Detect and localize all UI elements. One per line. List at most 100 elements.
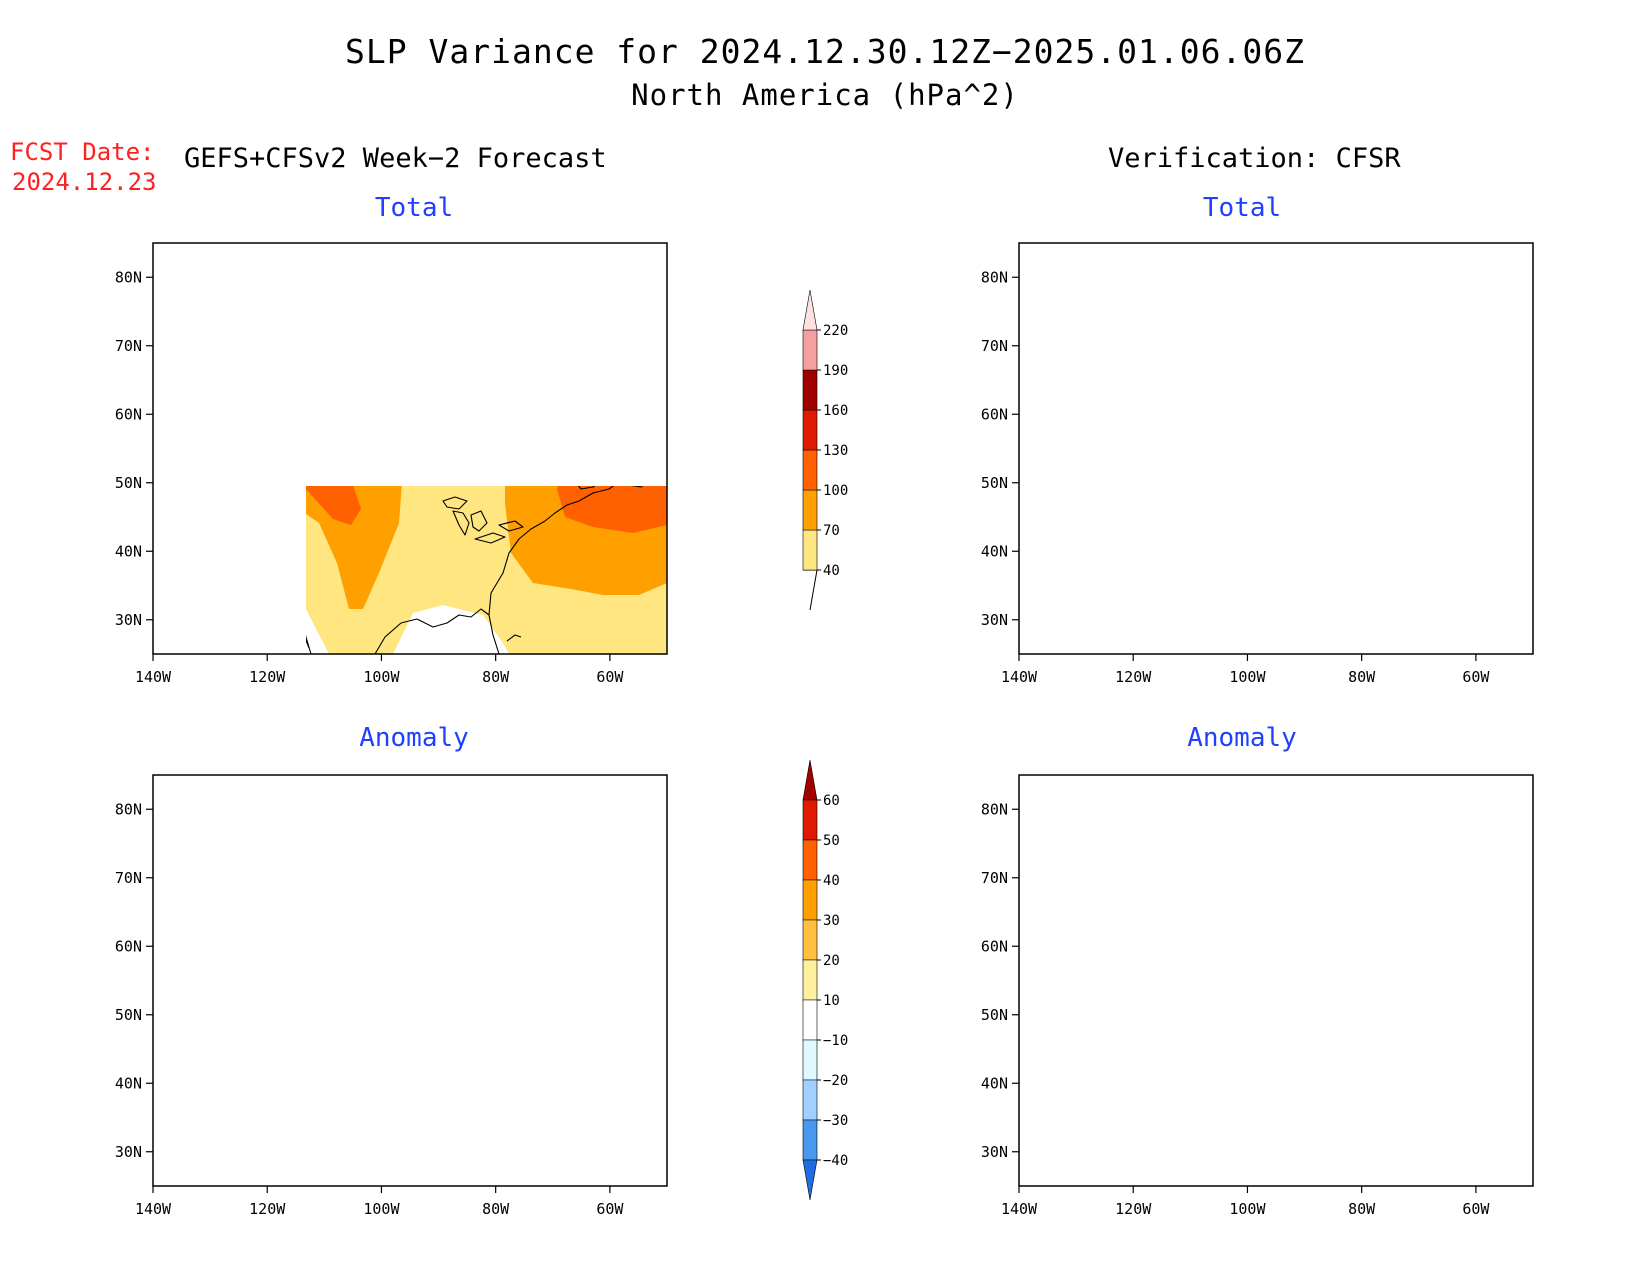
colorbar-label: −20 — [823, 1073, 848, 1089]
lon-tick-label: 60W — [1462, 668, 1490, 686]
lon-tick-label: 140W — [1001, 1200, 1038, 1218]
colorbar-label: −40 — [823, 1153, 848, 1169]
colorbar-label: 10 — [823, 993, 840, 1009]
lon-tick-label: 80W — [482, 1200, 510, 1218]
colorbar-swatch — [802, 999, 818, 1041]
verification-anomaly-map — [1019, 775, 1533, 1186]
fcst-date-label: FCST Date: — [10, 138, 155, 166]
lat-tick-label: 40N — [115, 1074, 142, 1092]
panel-title-forecast-anomaly: Anomaly — [359, 723, 469, 753]
colorbar-label: 60 — [823, 793, 840, 809]
lon-tick-label: 120W — [249, 1200, 286, 1218]
lat-tick-label: 30N — [115, 611, 142, 629]
forecast-total-frame — [152, 242, 668, 655]
lat-tick-label: 70N — [115, 869, 142, 887]
lon-tick-label: 80W — [1348, 668, 1376, 686]
lat-tick-label: 40N — [981, 1074, 1008, 1092]
lat-tick-label: 30N — [981, 611, 1008, 629]
forecast-anomaly-map — [153, 775, 667, 1186]
lon-tick-label: 120W — [1115, 1200, 1152, 1218]
verification-total-map — [1019, 243, 1533, 654]
colorbar-swatch — [802, 369, 818, 411]
colorbar-label: 30 — [823, 913, 840, 929]
forecast-total-map — [306, 486, 668, 655]
verification-total-frame — [1018, 242, 1534, 655]
colorbar-swatch — [802, 1079, 818, 1121]
colorbar-swatch — [802, 919, 818, 961]
lat-tick-label: 40N — [115, 542, 142, 560]
lon-tick-label: 80W — [482, 668, 510, 686]
lon-tick-label: 60W — [596, 668, 624, 686]
colorbar-swatch — [802, 329, 818, 371]
colorbar-anomaly: 60 50 40 30 20 10 −10 −20 −30 −40 — [802, 759, 848, 1201]
colorbar-label: −30 — [823, 1113, 848, 1129]
forecast-heading: GEFS+CFSv2 Week−2 Forecast — [184, 143, 607, 174]
colorbar-swatch — [802, 489, 818, 531]
colorbar-label: 40 — [823, 873, 840, 889]
lat-tick-label: 50N — [981, 474, 1008, 492]
verification-heading: Verification: CFSR — [1108, 143, 1401, 174]
colorbar-label: 50 — [823, 833, 840, 849]
lat-tick-label: 80N — [115, 800, 142, 818]
lon-tick-label: 140W — [1001, 668, 1038, 686]
colorbar-label: −10 — [823, 1033, 848, 1049]
colorbar-label: 190 — [823, 363, 848, 379]
colorbar-label: 20 — [823, 953, 840, 969]
main-title: SLP Variance for 2024.12.30.12Z−2025.01.… — [345, 32, 1305, 71]
verification-anomaly-frame — [1018, 774, 1534, 1187]
colorbar-swatch — [802, 1159, 818, 1201]
colorbar-swatch — [802, 289, 818, 331]
lat-tick-label: 70N — [981, 337, 1008, 355]
colorbar-swatch — [802, 1039, 818, 1081]
lon-tick-label: 60W — [1462, 1200, 1490, 1218]
colorbar-label: 220 — [823, 323, 848, 339]
lon-tick-label: 60W — [596, 1200, 624, 1218]
fcst-date-value: 2024.12.23 — [12, 168, 157, 196]
map-axes: 140W 120W 100W 80W 60W 80N 70N 60N 50N 40N 30N 140W… — [115, 268, 1490, 1218]
lat-tick-label: 80N — [981, 268, 1008, 286]
colorbar-swatch — [802, 759, 818, 801]
lat-tick-label: 80N — [981, 800, 1008, 818]
colorbar-label: 160 — [823, 403, 848, 419]
lon-tick-label: 80W — [1348, 1200, 1376, 1218]
colorbar-label: 70 — [823, 523, 840, 539]
lon-tick-label: 100W — [1229, 1200, 1266, 1218]
colorbar-swatch — [802, 959, 818, 1001]
colorbar-total: 40 70 100 130 160 190 220 — [802, 289, 848, 611]
panel-title-verification-anomaly: Anomaly — [1187, 723, 1297, 753]
colorbar-swatch — [802, 1119, 818, 1161]
colorbar-label: 40 — [823, 563, 840, 579]
lon-tick-label: 100W — [1229, 668, 1266, 686]
lat-tick-label: 30N — [115, 1143, 142, 1161]
lat-tick-label: 50N — [115, 474, 142, 492]
lon-tick-label: 120W — [1115, 668, 1152, 686]
colorbar-swatch — [802, 879, 818, 921]
lat-tick-label: 60N — [115, 405, 142, 423]
colorbar-label: 130 — [823, 443, 848, 459]
lat-tick-label: 40N — [981, 542, 1008, 560]
lat-tick-label: 50N — [981, 1006, 1008, 1024]
lat-tick-label: 50N — [115, 1006, 142, 1024]
colorbar-tail — [803, 569, 818, 611]
lon-tick-label: 120W — [249, 668, 286, 686]
colorbar-swatch — [802, 409, 818, 451]
lat-tick-label: 30N — [981, 1143, 1008, 1161]
lat-tick-label: 60N — [115, 937, 142, 955]
panel-title-verification-total: Total — [1202, 193, 1282, 223]
lon-tick-label: 100W — [363, 668, 400, 686]
panel-title-forecast-total: Total — [374, 193, 454, 223]
lat-tick-label: 70N — [115, 337, 142, 355]
colorbar-label: 100 — [823, 483, 848, 499]
lon-tick-label: 100W — [363, 1200, 400, 1218]
lat-tick-label: 70N — [981, 869, 1008, 887]
main-subtitle: North America (hPa^2) — [631, 78, 1019, 112]
forecast-anomaly-frame — [152, 774, 668, 1187]
colorbar-swatch — [802, 839, 818, 881]
colorbar-swatch — [802, 799, 818, 841]
lon-tick-label: 140W — [135, 1200, 172, 1218]
lat-tick-label: 60N — [981, 405, 1008, 423]
lon-tick-label: 140W — [135, 668, 172, 686]
lat-tick-label: 80N — [115, 268, 142, 286]
colorbar-swatch — [802, 449, 818, 491]
